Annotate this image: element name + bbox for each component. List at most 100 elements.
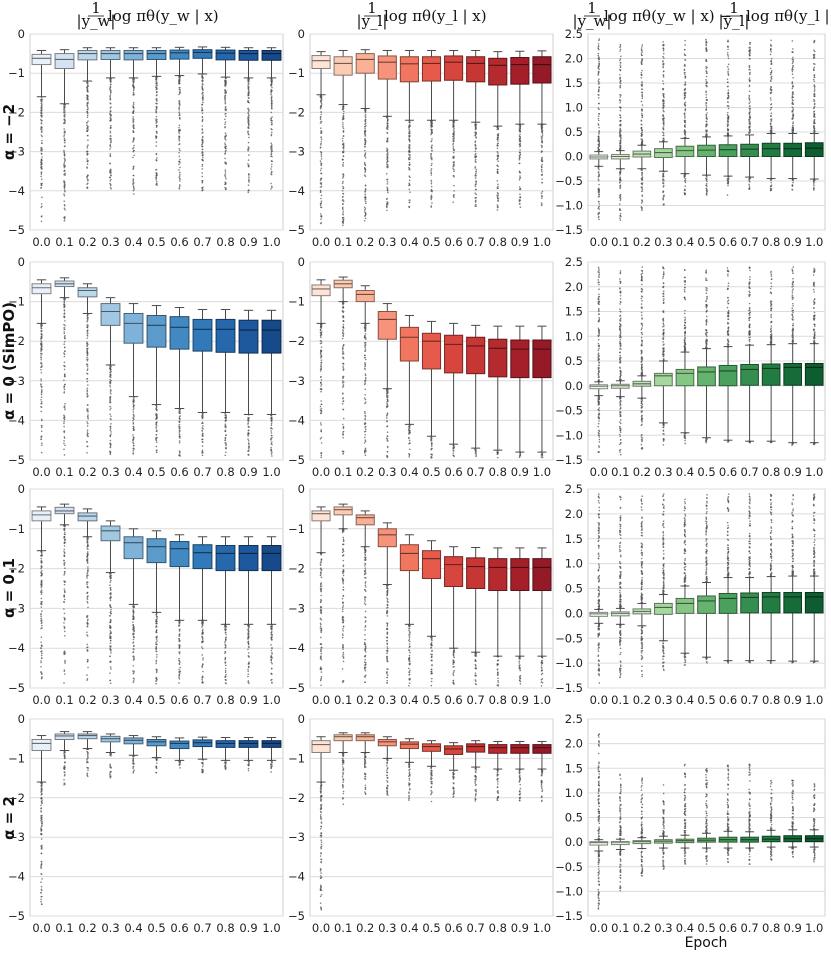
flier-point bbox=[386, 138, 389, 140]
flier-point bbox=[132, 178, 135, 180]
flier-point bbox=[320, 456, 322, 459]
flier-point bbox=[770, 118, 773, 120]
flier-point bbox=[41, 426, 43, 429]
flier-point bbox=[364, 324, 367, 327]
flier-point bbox=[224, 425, 226, 428]
flier-point bbox=[109, 435, 112, 438]
panel-grid: −5−4−3−2−100.0 0.1 0.2 0.3 0.4 0.5 0.6 0.7 0.8 0.… bbox=[8, 27, 826, 935]
iqr-box bbox=[532, 339, 552, 379]
flier-point bbox=[320, 158, 323, 160]
flier-point bbox=[662, 47, 664, 50]
flier-point bbox=[497, 152, 499, 154]
flier-point bbox=[619, 48, 622, 51]
flier-point bbox=[770, 76, 772, 79]
flier-point bbox=[386, 438, 389, 440]
y-tick-label: −4 bbox=[288, 413, 305, 427]
flier-point bbox=[109, 118, 112, 121]
flier-point bbox=[86, 368, 89, 370]
iqr-box bbox=[532, 56, 552, 84]
x-tick-label: 0.0 bbox=[590, 465, 608, 479]
iqr-box bbox=[100, 303, 121, 326]
flier-point bbox=[109, 87, 111, 89]
flier-point bbox=[641, 182, 644, 184]
flier-point bbox=[110, 433, 112, 435]
flier-point bbox=[110, 174, 112, 177]
flier-point bbox=[662, 92, 664, 95]
flier-point bbox=[475, 172, 477, 175]
flier-point bbox=[598, 193, 600, 195]
flier-point bbox=[63, 135, 65, 137]
flier-point bbox=[86, 152, 89, 155]
flier-point bbox=[386, 163, 389, 166]
iqr-box bbox=[399, 56, 419, 83]
flier-point bbox=[792, 114, 795, 116]
flier-point bbox=[541, 130, 544, 132]
x-tick-label: 0.2 bbox=[78, 235, 96, 249]
flier-point bbox=[201, 148, 204, 151]
flier-point bbox=[619, 142, 621, 145]
flier-point bbox=[409, 191, 411, 194]
flier-point bbox=[705, 115, 708, 118]
flier-point bbox=[64, 373, 66, 375]
flier-point bbox=[727, 72, 729, 74]
flier-point bbox=[386, 205, 388, 207]
flier-point bbox=[475, 123, 478, 125]
flier-point bbox=[684, 83, 687, 85]
flier-point bbox=[364, 428, 367, 431]
flier-point bbox=[662, 127, 665, 130]
iqr-box bbox=[169, 316, 190, 350]
flier-point bbox=[364, 115, 367, 117]
flier-point bbox=[342, 142, 345, 144]
flier-point bbox=[386, 390, 389, 392]
flier-point bbox=[640, 71, 643, 74]
flier-point bbox=[132, 101, 135, 104]
flier-point bbox=[320, 200, 323, 202]
flier-point bbox=[540, 158, 543, 161]
flier-point bbox=[270, 430, 272, 432]
flier-point bbox=[705, 178, 708, 180]
flier-point bbox=[156, 88, 158, 90]
flier-point bbox=[40, 393, 43, 396]
flier-point bbox=[132, 429, 135, 431]
flier-point bbox=[248, 178, 250, 180]
flier-point bbox=[156, 124, 158, 127]
flier-point bbox=[110, 139, 112, 142]
y-tick-label: −4 bbox=[8, 184, 25, 198]
flier-point bbox=[705, 182, 708, 185]
flier-point bbox=[364, 388, 367, 391]
flier-point bbox=[364, 346, 366, 349]
iqr-box bbox=[783, 142, 803, 158]
flier-point bbox=[705, 130, 708, 132]
flier-point bbox=[178, 151, 180, 154]
flier-point bbox=[727, 128, 729, 131]
flier-point bbox=[453, 127, 455, 130]
flier-point bbox=[452, 140, 455, 143]
flier-point bbox=[619, 209, 621, 211]
flier-point bbox=[201, 172, 203, 174]
flier-point bbox=[386, 456, 389, 458]
flier-point bbox=[598, 70, 600, 73]
flier-point bbox=[156, 131, 158, 133]
flier-point bbox=[109, 186, 112, 189]
flier-point bbox=[385, 198, 388, 200]
flier-point bbox=[342, 431, 344, 433]
flier-point bbox=[64, 444, 66, 446]
iqr-box bbox=[238, 49, 259, 61]
flier-point bbox=[683, 119, 686, 122]
flier-point bbox=[224, 182, 227, 185]
iqr-box bbox=[444, 55, 464, 81]
flier-point bbox=[178, 138, 181, 141]
flier-point bbox=[63, 200, 66, 203]
flier-point bbox=[640, 61, 643, 63]
flier-point bbox=[706, 99, 708, 101]
flier-point bbox=[132, 110, 135, 113]
flier-point bbox=[431, 202, 433, 204]
row-label-1: α = −2 bbox=[0, 104, 18, 160]
flier-point bbox=[86, 337, 89, 339]
flier-point bbox=[640, 127, 643, 130]
flier-point bbox=[342, 200, 345, 203]
flier-point bbox=[598, 60, 600, 63]
flier-point bbox=[663, 57, 665, 59]
flier-point bbox=[386, 132, 389, 134]
flier-point bbox=[224, 89, 227, 91]
